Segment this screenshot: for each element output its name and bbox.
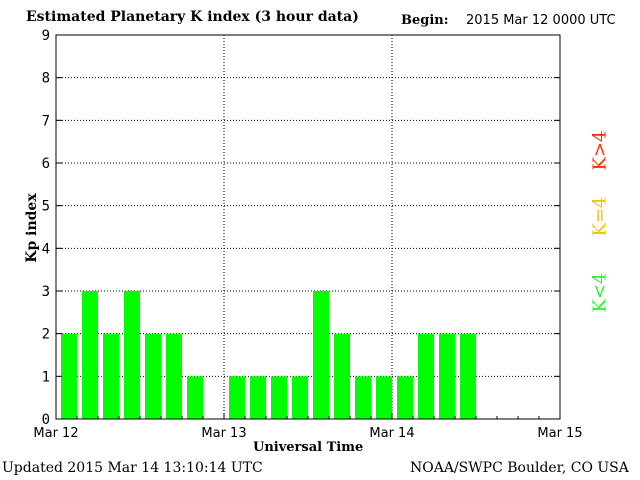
y-tick-label: 0 xyxy=(42,412,50,428)
legend-k-above-4: K>4 xyxy=(589,130,611,171)
kp-bar xyxy=(250,376,266,419)
kp-bar xyxy=(145,333,161,419)
kp-bar xyxy=(103,333,119,419)
legend-k-below-4: K<4 xyxy=(589,272,611,313)
x-tick-label: Mar 15 xyxy=(537,426,582,441)
begin-value: 2015 Mar 12 0000 UTC xyxy=(466,13,616,28)
kp-bar xyxy=(376,376,392,419)
y-tick-label: 2 xyxy=(42,327,50,343)
y-tick-label: 5 xyxy=(42,199,50,215)
kp-bar xyxy=(439,333,455,419)
x-tick-label: Mar 13 xyxy=(201,426,246,441)
kp-bar xyxy=(187,376,203,419)
y-tick-label: 4 xyxy=(42,241,50,257)
y-tick-label: 3 xyxy=(42,284,50,300)
kp-bar xyxy=(229,376,245,419)
credit-line: NOAA/SWPC Boulder, CO USA xyxy=(410,460,629,476)
kp-bar xyxy=(82,291,98,419)
kp-bar xyxy=(313,291,329,419)
y-tick-label: 1 xyxy=(42,369,50,385)
x-tick-label: Mar 12 xyxy=(33,426,78,441)
kp-bar xyxy=(271,376,287,419)
kp-bar xyxy=(61,333,77,419)
y-axis-label: Kp index xyxy=(24,193,40,263)
updated-timestamp: Updated 2015 Mar 14 13:10:14 UTC xyxy=(2,460,263,476)
kp-bar xyxy=(292,376,308,419)
kp-bar xyxy=(334,333,350,419)
y-tick-label: 8 xyxy=(42,71,50,87)
y-tick-label: 7 xyxy=(42,113,50,129)
y-tick-label: 9 xyxy=(42,28,50,44)
kp-bar xyxy=(355,376,371,419)
kp-bar xyxy=(166,333,182,419)
kp-bar xyxy=(397,376,413,419)
kp-bar xyxy=(460,333,476,419)
y-tick-label: 6 xyxy=(42,156,50,172)
x-tick-label: Mar 14 xyxy=(369,426,414,441)
kp-bar xyxy=(418,333,434,419)
kp-bar xyxy=(124,291,140,419)
begin-label: Begin: xyxy=(401,13,449,28)
chart-title: Estimated Planetary K index (3 hour data… xyxy=(26,9,359,25)
x-axis-label: Universal Time xyxy=(253,440,364,455)
